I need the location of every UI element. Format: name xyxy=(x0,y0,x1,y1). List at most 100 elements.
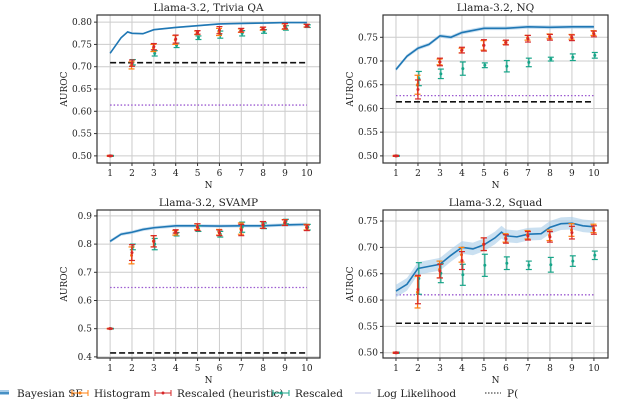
x-tick-label: 6 xyxy=(503,364,509,374)
y-tick-label: 0.55 xyxy=(358,322,378,332)
x-tick-label: 1 xyxy=(393,169,399,179)
legend-item-loglik: Log Likelihood xyxy=(355,388,456,400)
heuristic-point xyxy=(108,327,112,331)
heuristic-point xyxy=(130,61,134,65)
rescaled-point xyxy=(571,55,575,59)
rescaled-point xyxy=(483,63,487,67)
y-tick-label: 0.65 xyxy=(358,270,378,280)
y-tick-label: 0.6 xyxy=(78,296,93,306)
y-tick-label: 0.75 xyxy=(358,217,378,227)
heuristic-point xyxy=(416,288,420,292)
y-tick-label: 0.70 xyxy=(72,63,92,73)
heuristic-point xyxy=(526,37,530,41)
heuristic-point xyxy=(130,251,134,255)
x-tick-label: 5 xyxy=(195,364,201,374)
legend-label: P( xyxy=(507,388,518,400)
heuristic-point xyxy=(283,24,287,28)
y-tick-label: 0.8 xyxy=(78,240,93,250)
heuristic-point xyxy=(108,154,112,158)
y-tick-label: 0.5 xyxy=(78,325,93,335)
legend-point xyxy=(161,391,165,395)
heuristic-point xyxy=(196,30,200,34)
legend-label: Log Likelihood xyxy=(377,388,456,400)
x-tick-label: 7 xyxy=(238,169,244,179)
x-tick-label: 10 xyxy=(301,169,313,179)
subplot-1: 1 2 3 4 5 6 7 8 9 10 0.50 0.55 0.60 0.65 0.70 0.75 0.80 L… xyxy=(60,2,321,191)
x-tick-label: 10 xyxy=(301,364,313,374)
heuristic-point xyxy=(526,234,530,238)
heuristic-point xyxy=(570,231,574,235)
rescaled-point xyxy=(549,263,553,267)
bayesian-se-line xyxy=(109,223,307,242)
x-tick-label: 4 xyxy=(459,169,465,179)
heuristic-point xyxy=(592,228,596,232)
x-tick-label: 9 xyxy=(569,364,575,374)
x-tick-label: 1 xyxy=(393,364,399,374)
legend-point xyxy=(78,391,82,395)
subplot-4: 1 2 3 4 5 6 7 8 9 10 0.50 0.55 0.60 0.65 0.70 0.75 Llama… xyxy=(346,197,609,386)
bayesian-se-line xyxy=(395,222,595,292)
subplot-title: Llama-3.2, NQ xyxy=(457,2,535,14)
x-tick-label: 6 xyxy=(217,169,223,179)
heuristic-point xyxy=(482,43,486,47)
x-tick-label: 2 xyxy=(129,364,135,374)
y-tick-label: 0.50 xyxy=(358,349,378,359)
heuristic-point xyxy=(548,235,552,239)
heuristic-point xyxy=(504,237,508,241)
rescaled-point xyxy=(439,72,443,76)
bayesian-se-line xyxy=(109,21,307,54)
y-tick-label: 0.70 xyxy=(358,243,378,253)
x-tick-label: 9 xyxy=(282,364,288,374)
x-tick-label: 2 xyxy=(415,169,421,179)
plot-frame xyxy=(96,209,321,359)
heuristic-point xyxy=(239,28,243,32)
x-tick-label: 1 xyxy=(107,364,113,374)
rescaled-point xyxy=(527,263,531,267)
x-tick-label: 9 xyxy=(282,169,288,179)
heuristic-point xyxy=(283,221,287,225)
y-tick-label: 0.55 xyxy=(72,130,92,140)
y-axis-label: AUROC xyxy=(60,71,70,107)
heuristic-point xyxy=(305,24,309,28)
x-tick-label: 4 xyxy=(173,364,179,374)
x-axis-label: N xyxy=(205,376,213,386)
heuristic-point xyxy=(438,60,442,64)
x-tick-label: 2 xyxy=(415,364,421,374)
y-tick-label: 0.70 xyxy=(358,57,378,67)
legend-label: Rescaled xyxy=(295,388,343,400)
heuristic-point xyxy=(482,242,486,246)
heuristic-point xyxy=(152,45,156,49)
y-tick-label: 0.7 xyxy=(78,268,93,278)
x-tick-label: 2 xyxy=(129,169,135,179)
rescaled-point xyxy=(593,53,597,57)
x-axis-label: N xyxy=(205,181,213,191)
plot-frame xyxy=(96,14,321,164)
x-tick-label: 5 xyxy=(481,169,487,179)
x-tick-label: 6 xyxy=(503,169,509,179)
bayesian-se-band xyxy=(395,216,594,298)
x-axis-label: N xyxy=(492,181,500,191)
x-tick-label: 6 xyxy=(217,364,223,374)
rescaled-point xyxy=(593,253,597,257)
subplot-2: 1 2 3 4 5 6 7 8 9 10 0.50 0.55 0.60 0.65 0.70 0.75 Llama… xyxy=(346,2,609,191)
legend-item-heuristic: Rescaled (heuristic) xyxy=(154,388,283,400)
y-tick-label: 0.60 xyxy=(72,107,92,117)
x-tick-label: 4 xyxy=(459,364,465,374)
rescaled-point xyxy=(461,67,465,71)
y-tick-label: 0.60 xyxy=(358,296,378,306)
y-axis-label: AUROC xyxy=(346,71,356,107)
legend-label: Rescaled (heuristic) xyxy=(177,388,283,400)
legend-point xyxy=(279,391,283,395)
x-tick-label: 8 xyxy=(260,169,266,179)
rescaled-point xyxy=(461,273,465,277)
heuristic-point xyxy=(217,231,221,235)
plot-frame xyxy=(382,14,609,164)
plot-frame xyxy=(382,209,609,359)
heuristic-point xyxy=(174,37,178,41)
rescaled-point xyxy=(196,36,200,40)
x-axis-label: N xyxy=(492,376,500,386)
y-tick-label: 0.9 xyxy=(78,212,93,222)
heuristic-point xyxy=(394,351,398,355)
x-tick-label: 1 xyxy=(107,169,113,179)
